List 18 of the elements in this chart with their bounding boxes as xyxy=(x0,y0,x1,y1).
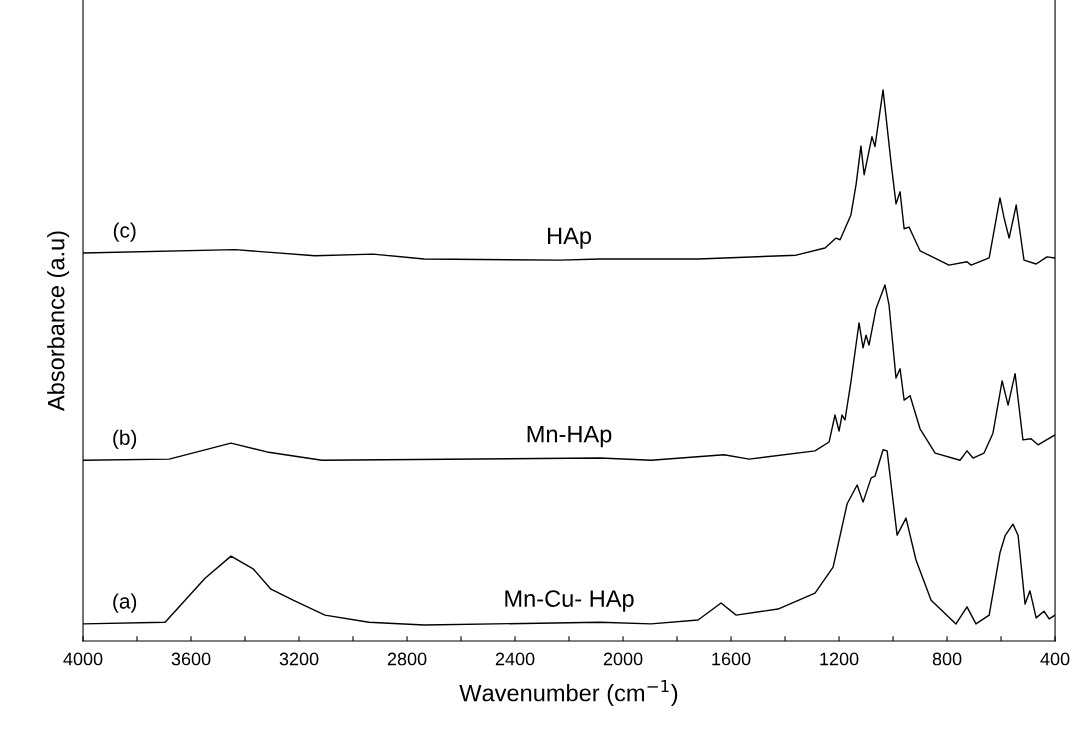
x-tick-label: 400 xyxy=(1040,652,1070,666)
x-tick-label: 3600 xyxy=(171,652,211,666)
x-tick-label: 2800 xyxy=(387,652,427,666)
x-tick-label: 3200 xyxy=(279,652,319,666)
x-axis-title: Wavenumber (cm$^{−1}$) xyxy=(459,680,678,707)
annotation: (a) xyxy=(113,593,137,613)
annotation: (c) xyxy=(113,222,136,242)
x-tick-label: 2400 xyxy=(495,652,535,666)
x-tick-label: 1600 xyxy=(712,652,751,666)
x-tick-label: 800 xyxy=(932,652,962,666)
series-label: Mn-Cu- HAp xyxy=(505,590,634,612)
y-axis-title: Absorbance (a.u) xyxy=(47,231,70,411)
x-tick-label: 4000 xyxy=(63,652,103,666)
series-label: HAp xyxy=(548,227,592,249)
x-tick-label: 2000 xyxy=(603,652,643,666)
series-label: Mn-HAp xyxy=(527,426,612,448)
annotation: (b) xyxy=(113,429,137,450)
x-tick-label: 1200 xyxy=(820,652,859,666)
